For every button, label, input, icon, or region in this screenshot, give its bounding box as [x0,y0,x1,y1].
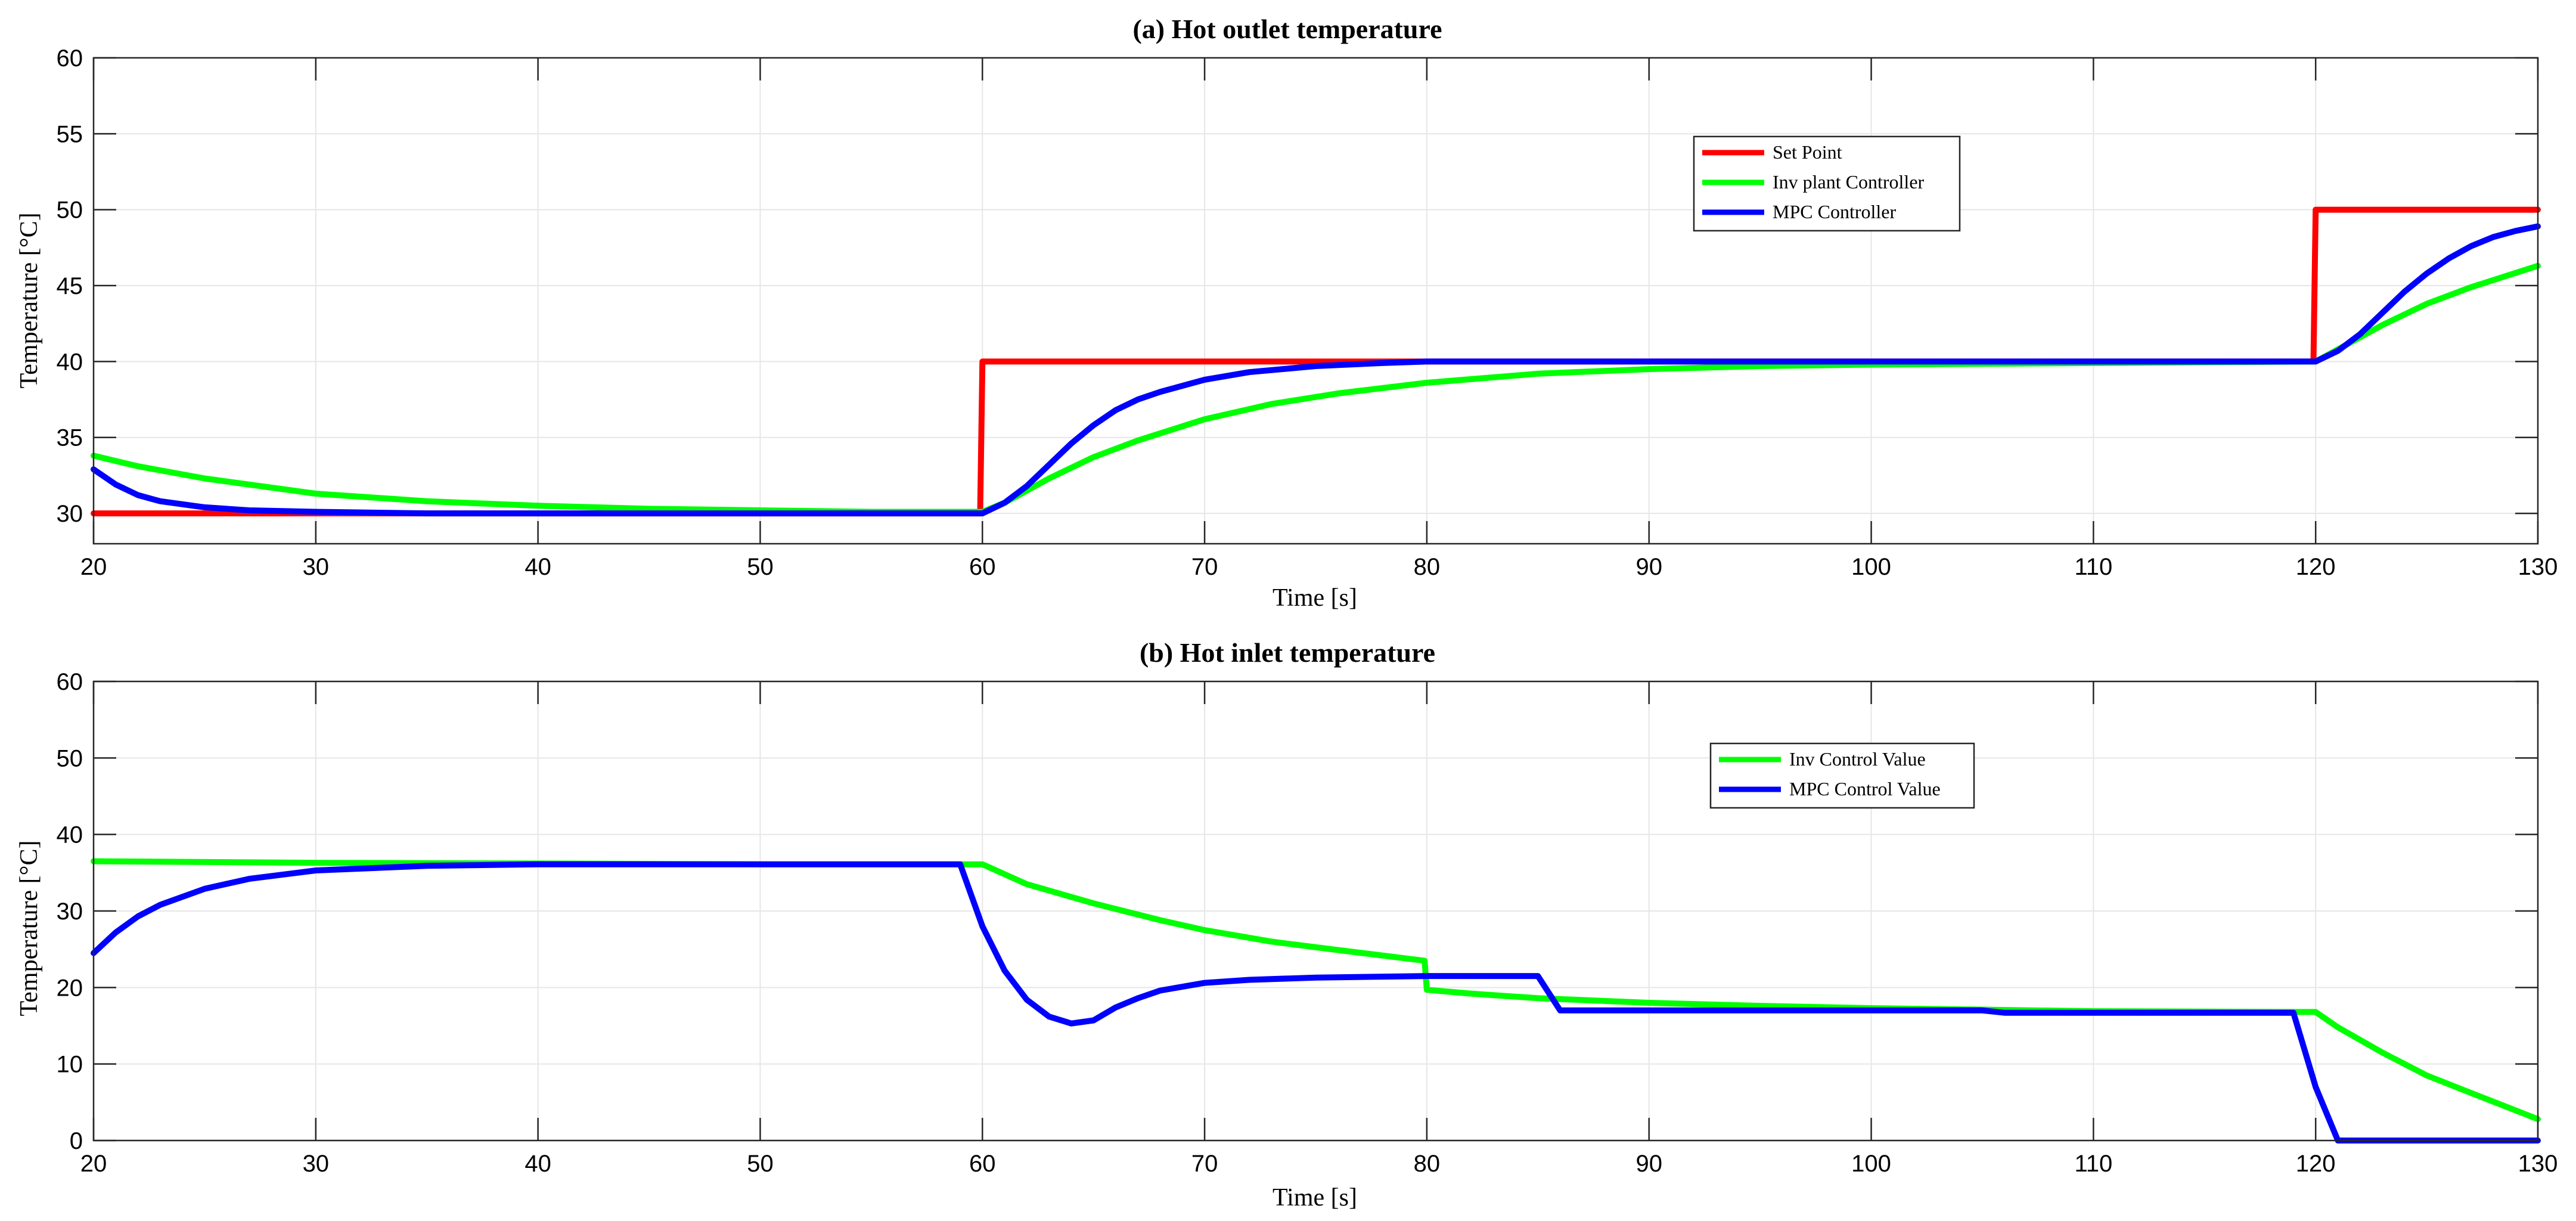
x-tick-label: 70 [1191,554,1218,580]
plot-area [94,58,2538,544]
x-tick-label: 60 [969,554,996,580]
legend-label-mpc-control: MPC Control Value [1789,778,1941,799]
x-tick-label: 80 [1414,554,1441,580]
legend-label-inv-plant: Inv plant Controller [1773,171,1925,193]
x-axis-label: Time [s] [1273,584,1357,612]
legend-label-set-point: Set Point [1773,141,1842,163]
series-line-mpc-control-value [91,861,2541,1143]
tick-labels: 20 30 40 50 60 70 80 90 100 110 120 130 30 35 40 45 50 55… [57,45,2558,580]
x-tick-label: 120 [2296,1151,2336,1177]
chart-panel-hot-inlet: (b) Hot inlet temperature 20 30 40 50 60 70 80… [15,637,2558,1211]
x-tick-label: 30 [303,554,330,580]
y-tick-label: 30 [57,501,83,527]
y-axis-label: Temperature [°C] [15,213,43,389]
x-tick-label: 130 [2518,1151,2558,1177]
x-tick-label: 90 [1635,554,1662,580]
x-tick-label: 100 [1851,554,1891,580]
y-tick-label: 50 [57,197,83,224]
x-tick-label: 50 [747,554,774,580]
series-layer [91,858,2541,1143]
y-tick-label: 60 [57,669,83,695]
x-tick-label: 80 [1414,1151,1441,1177]
x-axis-label: Time [s] [1273,1184,1357,1211]
x-tick-label: 50 [747,1151,774,1177]
x-tick-label: 110 [2074,1151,2112,1177]
legend-label-mpc: MPC Controller [1773,201,1896,222]
legend: Set Point Inv plant Controller MPC Contr… [1693,135,1961,232]
series-layer [91,206,2541,517]
series-line-mpc-controller [91,223,2541,517]
y-tick-label: 20 [57,975,83,1001]
x-tick-label: 90 [1635,1151,1662,1177]
y-tick-label: 35 [57,425,83,451]
y-axis-label: Temperature [°C] [15,841,43,1017]
y-tick-label: 40 [57,349,83,375]
chart-title: (b) Hot inlet temperature [1140,637,1435,668]
y-tick-label: 10 [57,1052,83,1078]
x-tick-label: 70 [1191,1151,1218,1177]
x-tick-label: 30 [303,1151,330,1177]
series-line-inv-control-value [91,858,2541,1123]
x-tick-label: 100 [1851,1151,1891,1177]
x-tick-label: 20 [80,554,107,580]
x-tick-label: 110 [2074,554,2112,580]
plot-border [92,680,2539,1142]
x-tick-label: 60 [969,1151,996,1177]
legend: Inv Control Value MPC Control Value [1709,742,1975,809]
x-tick-label: 40 [524,1151,551,1177]
y-tick-label: 30 [57,898,83,925]
y-tick-label: 55 [57,121,83,147]
chart-title: (a) Hot outlet temperature [1132,14,1442,44]
legend-label-inv-control: Inv Control Value [1789,748,1926,770]
y-tick-label: 50 [57,745,83,771]
chart-panel-hot-outlet: (a) Hot outlet temperature 20 30 40 50 60 70 8… [15,14,2558,612]
y-tick-label: 0 [70,1128,83,1154]
y-tick-label: 45 [57,273,83,299]
y-tick-label: 60 [57,45,83,72]
x-tick-label: 120 [2296,554,2336,580]
tick-labels: 20 30 40 50 60 70 80 90 100 110 120 130 0 10 20 30 40 50 6… [57,669,2558,1177]
y-tick-label: 40 [57,822,83,848]
x-tick-label: 130 [2518,554,2558,580]
legend-box [1709,742,1975,809]
x-tick-label: 20 [80,1151,107,1177]
plot-border [92,57,2539,545]
x-tick-label: 40 [524,554,551,580]
